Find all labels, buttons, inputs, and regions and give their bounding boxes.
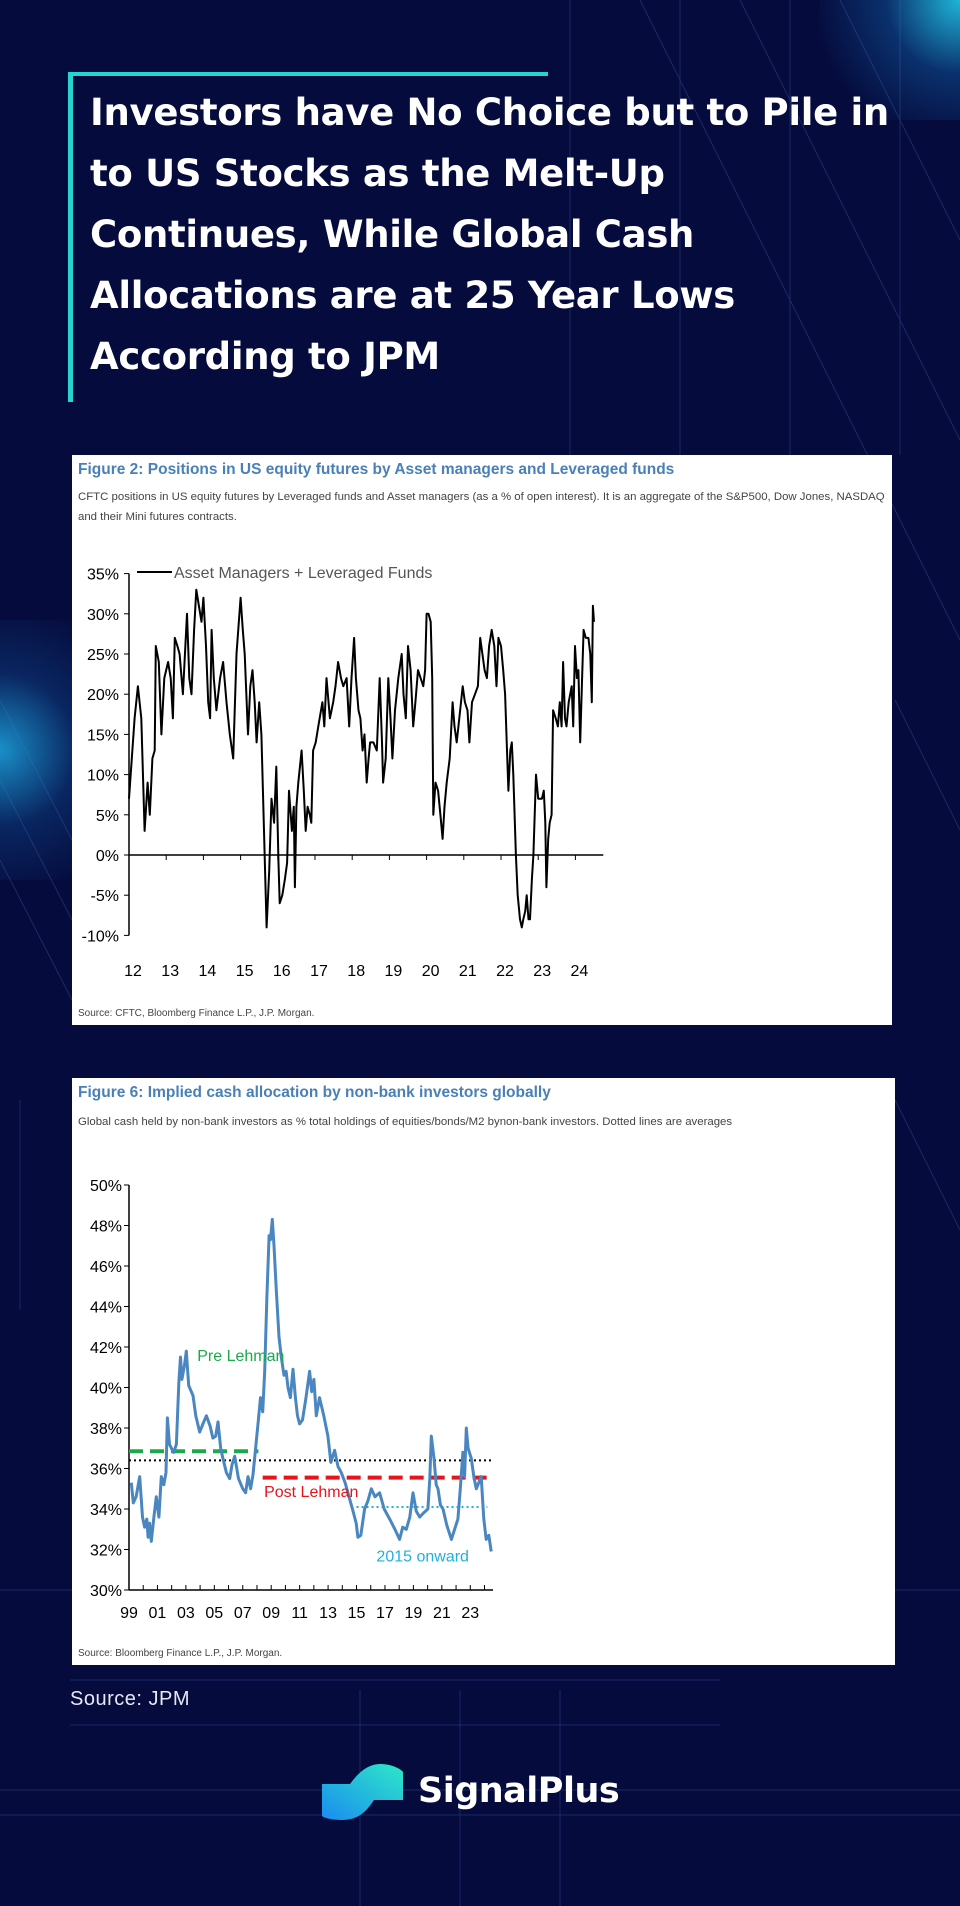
y-tick-label: -5% (91, 888, 119, 905)
signalplus-logo-icon (322, 1764, 403, 1820)
reference-line-label: 2015 onward (376, 1549, 469, 1566)
series-line (129, 1217, 493, 1552)
x-tick-label: 20 (422, 963, 440, 980)
x-tick-label: 12 (124, 963, 142, 980)
x-tick-label: 07 (234, 1605, 252, 1622)
signalplus-logo: SignalPlus (320, 1760, 620, 1822)
x-tick-label: 18 (347, 963, 365, 980)
x-tick-label: 09 (262, 1605, 280, 1622)
y-tick-label: 48% (90, 1219, 122, 1236)
y-tick-label: 15% (87, 727, 119, 744)
figure-2-panel: Figure 6: Implied cash allocation by non… (72, 1078, 895, 1665)
y-tick-label: 44% (90, 1300, 122, 1317)
figure-2-source: Source: Bloomberg Finance L.P., J.P. Mor… (78, 1648, 283, 1659)
y-tick-label: 20% (87, 687, 119, 704)
legend-label: Asset Managers + Leveraged Funds (174, 565, 432, 582)
y-tick-label: 38% (90, 1421, 122, 1438)
x-tick-label: 24 (571, 963, 589, 980)
x-tick-label: 13 (161, 963, 179, 980)
y-tick-label: 46% (90, 1259, 122, 1276)
x-tick-label: 99 (120, 1605, 138, 1622)
x-tick-label: 17 (376, 1605, 394, 1622)
y-tick-label: 30% (90, 1583, 122, 1600)
y-tick-label: 36% (90, 1462, 122, 1479)
y-tick-label: 30% (87, 607, 119, 624)
reference-line-label: Post Lehman (264, 1484, 358, 1501)
x-tick-label: 05 (205, 1605, 223, 1622)
y-tick-label: -10% (82, 928, 119, 945)
series-line (128, 588, 595, 929)
figure-1-subtitle: CFTC positions in US equity futures by L… (78, 491, 885, 523)
reference-line-label: Pre Lehman (197, 1348, 284, 1365)
x-tick-label: 19 (405, 1605, 423, 1622)
figure-2-title: Figure 6: Implied cash allocation by non… (78, 1084, 551, 1101)
figure-1-panel: Figure 2: Positions in US equity futures… (72, 455, 892, 1025)
figure-1-chart: 35% 30% 25% 20% 15% 10% 5% 0% -5% -10% 12 13 14 15 16 1… (82, 565, 604, 980)
x-tick-label: 14 (199, 963, 217, 980)
figure-2-subtitle: Global cash held by non-bank investors a… (78, 1116, 733, 1128)
y-tick-label: 10% (87, 768, 119, 785)
x-tick-label: 01 (149, 1605, 167, 1622)
y-tick-label: 34% (90, 1502, 122, 1519)
y-tick-label: 32% (90, 1543, 122, 1560)
headline-frame (68, 72, 548, 402)
y-tick-label: 35% (87, 567, 119, 584)
x-tick-label: 22 (496, 963, 514, 980)
x-tick-label: 17 (310, 963, 328, 980)
x-tick-label: 16 (273, 963, 291, 980)
x-tick-label: 15 (348, 1605, 366, 1622)
source-note: Source: JPM (70, 1688, 190, 1710)
y-tick-label: 25% (87, 647, 119, 664)
brand-name: SignalPlus (418, 1771, 620, 1811)
headline: Investors have No Choice but to Pile in … (90, 91, 889, 378)
x-tick-label: 23 (461, 1605, 479, 1622)
y-tick-label: 40% (90, 1381, 122, 1398)
figure-2-chart: 50% 48% 46% 44% 42% 40% 38% 36% 34% 32% 30% 99 01 03 0… (90, 1178, 494, 1622)
x-tick-label: 13 (319, 1605, 337, 1622)
x-tick-label: 03 (177, 1605, 195, 1622)
x-tick-label: 15 (236, 963, 254, 980)
figure-1-title: Figure 2: Positions in US equity futures… (78, 461, 675, 478)
y-tick-label: 50% (90, 1178, 122, 1195)
figure-1-source: Source: CFTC, Bloomberg Finance L.P., J.… (78, 1008, 315, 1019)
y-tick-label: 42% (90, 1340, 122, 1357)
x-tick-label: 11 (291, 1605, 308, 1622)
glow-top-right (820, 0, 960, 120)
x-tick-label: 21 (433, 1605, 451, 1622)
x-tick-label: 19 (385, 963, 403, 980)
y-tick-label: 5% (96, 808, 119, 825)
x-tick-label: 21 (459, 963, 477, 980)
x-tick-label: 23 (533, 963, 551, 980)
y-tick-label: 0% (96, 848, 119, 865)
